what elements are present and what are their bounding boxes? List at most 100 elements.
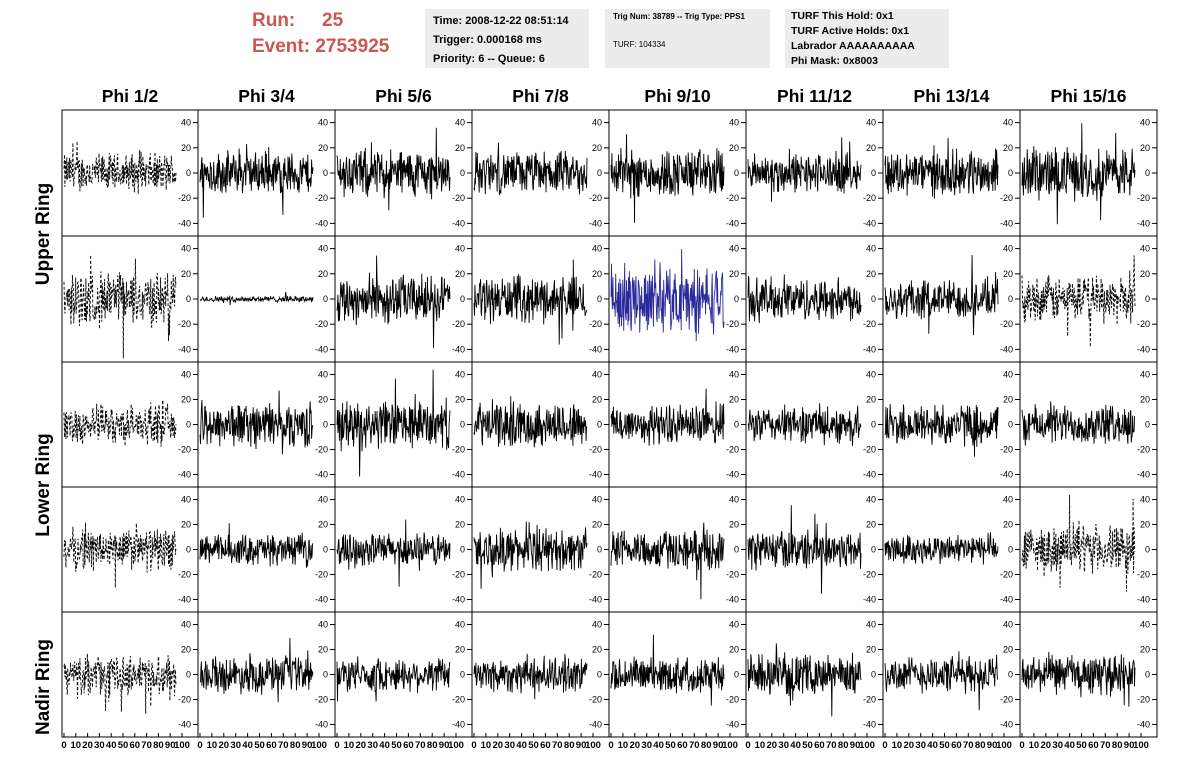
x-tick-label: 100 <box>1133 740 1149 751</box>
y-tick-label: -20 <box>452 445 465 455</box>
waveform-trace <box>610 522 725 600</box>
time-text: Time: 2008-12-22 08:51:14 <box>433 15 569 27</box>
y-tick-label: 40 <box>729 118 739 128</box>
x-tick-label: 30 <box>367 740 378 751</box>
y-tick-label: -20 <box>726 319 739 329</box>
turf-text: TURF: 104334 <box>613 40 666 49</box>
y-tick-label: 20 <box>866 143 876 153</box>
y-tick-label: 20 <box>318 395 328 405</box>
run-value: 25 <box>322 10 344 31</box>
y-tick-label: -40 <box>1000 344 1013 354</box>
x-tick-label: 100 <box>585 740 601 751</box>
x-tick-label: 80 <box>153 740 164 751</box>
x-tick-label: 30 <box>504 740 515 751</box>
y-tick-label: 0 <box>597 670 602 680</box>
y-tick-label: 40 <box>1140 244 1150 254</box>
y-tick-label: -20 <box>726 695 739 705</box>
x-tick-label: 50 <box>254 740 265 751</box>
x-tick-label: 90 <box>302 740 313 751</box>
y-tick-label: 40 <box>729 244 739 254</box>
y-tick-label: 20 <box>181 645 191 655</box>
x-tick-label: 90 <box>713 740 724 751</box>
waveform-trace <box>884 532 999 565</box>
x-tick-label: 0 <box>608 740 613 751</box>
x-tick-label: 70 <box>689 740 700 751</box>
waveform-trace <box>610 249 725 342</box>
waveform-trace <box>610 634 725 706</box>
y-tick-label: -20 <box>452 695 465 705</box>
turf-active-holds-text: TURF Active Holds: 0x1 <box>791 25 910 37</box>
x-tick-label: 20 <box>1041 740 1052 751</box>
y-tick-label: 40 <box>1003 495 1013 505</box>
y-tick-label: -40 <box>315 218 328 228</box>
x-tick-label: 0 <box>471 740 476 751</box>
x-tick-label: 30 <box>1052 740 1063 751</box>
y-tick-label: 0 <box>186 294 191 304</box>
panel-frame <box>745 611 884 738</box>
y-tick-label: 20 <box>455 520 465 530</box>
y-tick-label: 40 <box>318 620 328 630</box>
x-tick-label: 20 <box>356 740 367 751</box>
column-header-phi-13-14: Phi 13/14 <box>913 86 990 106</box>
column-header-phi-7-8: Phi 7/8 <box>512 86 569 106</box>
y-tick-label: -40 <box>452 720 465 730</box>
x-tick-label: 90 <box>850 740 861 751</box>
waveform-trace <box>473 521 588 589</box>
x-tick-label: 70 <box>963 740 974 751</box>
x-tick-label: 30 <box>915 740 926 751</box>
x-tick-label: 40 <box>927 740 938 751</box>
y-tick-label: 40 <box>318 370 328 380</box>
x-tick-label: 40 <box>516 740 527 751</box>
y-tick-label: 0 <box>186 545 191 555</box>
y-tick-label: -40 <box>452 470 465 480</box>
x-tick-label: 30 <box>230 740 241 751</box>
y-tick-label: -40 <box>726 470 739 480</box>
x-tick-label: 10 <box>1029 740 1040 751</box>
x-tick-label: 20 <box>767 740 778 751</box>
y-tick-label: 0 <box>186 670 191 680</box>
y-tick-label: -40 <box>589 218 602 228</box>
x-tick-label: 70 <box>141 740 152 751</box>
y-tick-label: 20 <box>1003 520 1013 530</box>
y-tick-label: -20 <box>589 695 602 705</box>
y-tick-label: -20 <box>178 319 191 329</box>
run-label: Run: <box>252 10 296 31</box>
y-tick-label: 40 <box>866 244 876 254</box>
y-tick-label: -20 <box>1000 445 1013 455</box>
run-event-box: Run: 25 Event: 2753925 <box>252 8 389 60</box>
y-tick-label: 20 <box>318 143 328 153</box>
x-tick-label: 50 <box>665 740 676 751</box>
y-tick-label: 40 <box>729 370 739 380</box>
y-tick-label: -20 <box>315 445 328 455</box>
y-tick-label: 20 <box>592 520 602 530</box>
y-tick-label: 40 <box>1003 118 1013 128</box>
x-tick-label: 0 <box>745 740 750 751</box>
y-tick-label: -20 <box>1000 570 1013 580</box>
y-tick-label: 40 <box>1003 370 1013 380</box>
x-tick-label: 100 <box>174 740 190 751</box>
y-tick-label: 0 <box>460 168 465 178</box>
y-tick-label: 40 <box>592 620 602 630</box>
x-tick-label: 70 <box>278 740 289 751</box>
y-tick-label: 20 <box>318 269 328 279</box>
x-tick-label: 60 <box>403 740 414 751</box>
x-tick-label: 20 <box>904 740 915 751</box>
y-tick-label: -40 <box>726 218 739 228</box>
y-tick-label: 0 <box>871 294 876 304</box>
x-tick-label: 40 <box>379 740 390 751</box>
y-tick-label: 40 <box>729 620 739 630</box>
x-tick-label: 20 <box>219 740 230 751</box>
y-tick-label: 0 <box>1145 294 1150 304</box>
y-tick-label: -20 <box>589 570 602 580</box>
y-tick-label: -40 <box>1137 470 1150 480</box>
x-tick-label: 40 <box>653 740 664 751</box>
column-header-phi-15-16: Phi 15/16 <box>1050 86 1127 106</box>
y-tick-label: -40 <box>1000 218 1013 228</box>
y-tick-label: 40 <box>455 244 465 254</box>
y-tick-label: 0 <box>323 670 328 680</box>
x-tick-label: 50 <box>528 740 539 751</box>
waveform-trace <box>336 127 451 211</box>
y-tick-label: -40 <box>589 595 602 605</box>
x-tick-label: 60 <box>677 740 688 751</box>
